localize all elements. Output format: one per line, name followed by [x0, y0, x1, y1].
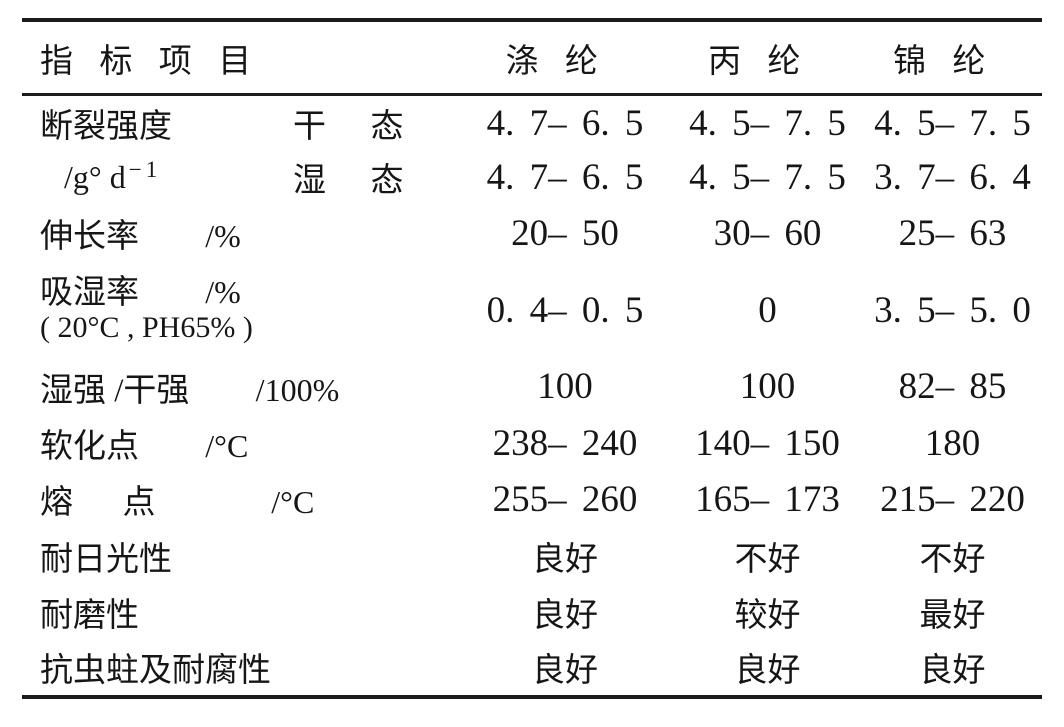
- row-label-sunlight: 耐日光性: [0, 532, 450, 580]
- softening-label: 软化点: [40, 429, 139, 465]
- cell-softening-polyester: 238– 240: [492, 422, 638, 464]
- row-label-pest-corrosion: 抗虫蛀及耐腐性: [0, 643, 450, 691]
- cell-moisture-polypropylene: 0: [758, 289, 777, 331]
- cell-abrasion-polyester: 良好: [532, 598, 598, 634]
- table-row-break-strength-dry: 断裂强度 干态 4. 7– 6. 5 4. 5– 7. 5 4. 5– 7. 5: [0, 96, 1064, 150]
- cell-break-dry-polyester: 4. 7– 6. 5: [486, 102, 644, 144]
- row-label-melting-point: 熔点 /°C: [0, 475, 450, 523]
- table-row-melting-point: 熔点 /°C 255– 260 165– 173 215– 220: [0, 471, 1064, 527]
- table-row-wet-dry-ratio: 湿强 /干强 /100% 100 100 82– 85: [0, 358, 1064, 415]
- table-top-border: [22, 18, 1042, 22]
- table-row-sunlight-resistance: 耐日光性 良好 不好 不好: [0, 527, 1064, 585]
- cell-softening-nylon: 180: [924, 422, 981, 464]
- table-row-break-strength-wet: /g° d −1 湿态 4. 7– 6. 5 4. 5– 7. 5 3. 7– 6…: [0, 150, 1064, 204]
- pest-corrosion-label: 抗虫蛀及耐腐性: [40, 653, 271, 689]
- unit-superscript: −1: [128, 156, 162, 182]
- break-strength-unit: /g° d −1: [64, 156, 162, 196]
- header-indicator-items: 指标项目: [40, 43, 278, 80]
- cell-abrasion-nylon: 最好: [919, 598, 986, 634]
- cell-sunlight-polyester: 良好: [532, 542, 598, 578]
- row-label-moisture: 吸湿率 /% ( 20°C , PH65% ): [0, 274, 450, 344]
- cell-elongation-polypropylene: 30– 60: [713, 212, 822, 254]
- moisture-label: 吸湿率: [40, 275, 139, 312]
- header-col-polypropylene: 丙纶: [708, 43, 827, 80]
- cell-break-wet-polyester: 4. 7– 6. 5: [486, 156, 644, 198]
- sub-label-dry-state: 干态: [293, 109, 449, 145]
- cell-ratio-polypropylene: 100: [739, 366, 796, 407]
- cell-ratio-polyester: 100: [537, 366, 593, 407]
- fiber-properties-table: 指标项目 涤纶 丙纶 锦纶 断裂强度 干态 4. 7– 6. 5 4. 5– 7…: [0, 18, 1064, 727]
- cell-break-wet-polypropylene: 4. 5– 7. 5: [689, 156, 846, 198]
- table-row-softening-point: 软化点 /°C 238– 240 140– 150 180: [0, 415, 1064, 471]
- cell-break-dry-nylon: 4. 5– 7. 5: [874, 102, 1031, 144]
- cell-moisture-polyester: 0. 4– 0. 5: [486, 289, 644, 331]
- melting-label: 熔点: [40, 485, 205, 521]
- ratio-unit: /100%: [255, 371, 340, 408]
- cell-melting-nylon: 215– 220: [880, 478, 1025, 520]
- abrasion-label: 耐磨性: [40, 598, 139, 634]
- cell-melting-polypropylene: 165– 173: [695, 478, 840, 520]
- cell-melting-polyester: 255– 260: [492, 478, 638, 520]
- ratio-label: 湿强 /干强: [40, 372, 190, 409]
- sunlight-label: 耐日光性: [40, 542, 172, 578]
- cell-ratio-nylon: 82– 85: [898, 366, 1007, 407]
- cell-sunlight-nylon: 不好: [919, 542, 986, 578]
- cell-pest-nylon: 良好: [919, 653, 986, 689]
- table-bottom-border: [22, 695, 1042, 699]
- cell-pest-polypropylene: 良好: [734, 653, 801, 689]
- cell-break-wet-nylon: 3. 7– 6. 4: [874, 156, 1031, 198]
- table-row-moisture-absorption: 吸湿率 /% ( 20°C , PH65% ) 0. 4– 0. 5 0 3. …: [0, 262, 1064, 358]
- cell-elongation-nylon: 25– 63: [898, 212, 1007, 254]
- melting-unit: /°C: [271, 484, 315, 520]
- table-row-elongation: 伸长率 /% 20– 50 30– 60 25– 63: [0, 204, 1064, 262]
- table-header-divider: [22, 93, 1042, 96]
- table-header-row: 指标项目 涤纶 丙纶 锦纶: [0, 22, 1064, 93]
- table-row-abrasion-resistance: 耐磨性 良好 较好 最好: [0, 585, 1064, 639]
- moisture-unit: /%: [205, 274, 241, 311]
- cell-softening-polypropylene: 140– 150: [695, 422, 840, 464]
- row-label-break-strength: 断裂强度 干态: [0, 99, 450, 147]
- softening-unit: /°C: [205, 428, 249, 464]
- row-label-abrasion: 耐磨性: [0, 588, 450, 636]
- cell-elongation-polyester: 20– 50: [511, 212, 619, 254]
- elongation-unit: /%: [205, 218, 241, 254]
- table-row-pest-corrosion-resistance: 抗虫蛀及耐腐性 良好 良好 良好: [0, 639, 1064, 695]
- row-label-wet-dry-ratio: 湿强 /干强 /100%: [0, 363, 450, 411]
- cell-sunlight-polypropylene: 不好: [734, 542, 801, 578]
- elongation-label: 伸长率: [40, 219, 139, 255]
- row-label-elongation: 伸长率 /%: [0, 209, 450, 257]
- header-col-polyester: 涤纶: [505, 43, 625, 80]
- cell-abrasion-polypropylene: 较好: [734, 598, 801, 634]
- header-col-nylon: 锦纶: [893, 43, 1012, 80]
- cell-break-dry-polypropylene: 4. 5– 7. 5: [689, 102, 846, 144]
- moisture-condition-note: ( 20°C , PH65% ): [40, 310, 253, 344]
- sub-label-wet-state: 湿态: [293, 163, 449, 199]
- row-label-softening-point: 软化点 /°C: [0, 419, 450, 467]
- row-label-break-strength-unit: /g° d −1 湿态: [0, 156, 450, 199]
- break-strength-label: 断裂强度: [40, 109, 172, 145]
- cell-pest-polyester: 良好: [532, 653, 598, 689]
- cell-moisture-nylon: 3. 5– 5. 0: [874, 289, 1031, 331]
